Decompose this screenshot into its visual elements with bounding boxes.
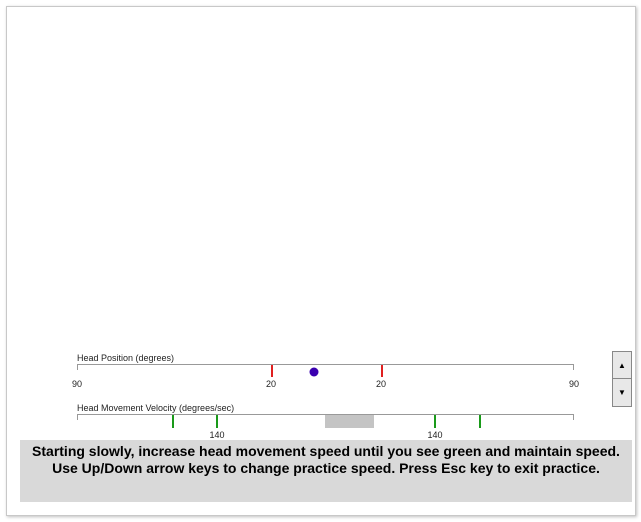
head-position-tick-right-limit: 20	[375, 379, 387, 389]
instructions-text: Starting slowly, increase head movement …	[20, 440, 632, 502]
head-position-right-limit-marker	[381, 365, 383, 377]
practice-speed-stepper[interactable]: ▲ ▼	[612, 351, 632, 407]
head-position-tick-left: 90	[71, 379, 83, 389]
velocity-current-zone	[325, 415, 374, 428]
velocity-track-right-end	[573, 414, 574, 420]
velocity-left-inner-marker	[216, 415, 218, 428]
speed-up-button[interactable]: ▲	[613, 352, 631, 379]
velocity-right-inner-marker	[434, 415, 436, 428]
head-position-label: Head Position (degrees)	[77, 353, 175, 363]
velocity-label: Head Movement Velocity (degrees/sec)	[77, 403, 235, 413]
head-position-tick-left-limit: 20	[265, 379, 277, 389]
head-position-left-limit-marker	[271, 365, 273, 377]
triangle-up-icon: ▲	[618, 360, 626, 370]
head-position-tick-right: 90	[568, 379, 580, 389]
velocity-track	[77, 414, 574, 415]
velocity-tick-left: 140	[209, 430, 225, 440]
practice-window	[6, 6, 636, 516]
velocity-track-left-end	[77, 414, 78, 420]
triangle-down-icon: ▼	[618, 387, 626, 397]
speed-down-button[interactable]: ▼	[613, 379, 631, 405]
head-position-track-left-end	[77, 364, 78, 370]
velocity-right-outer-marker	[479, 415, 481, 428]
velocity-left-outer-marker	[172, 415, 174, 428]
velocity-tick-right: 140	[427, 430, 443, 440]
head-position-track-right-end	[573, 364, 574, 370]
head-position-indicator-dot	[309, 367, 319, 377]
head-position-track	[77, 364, 574, 365]
